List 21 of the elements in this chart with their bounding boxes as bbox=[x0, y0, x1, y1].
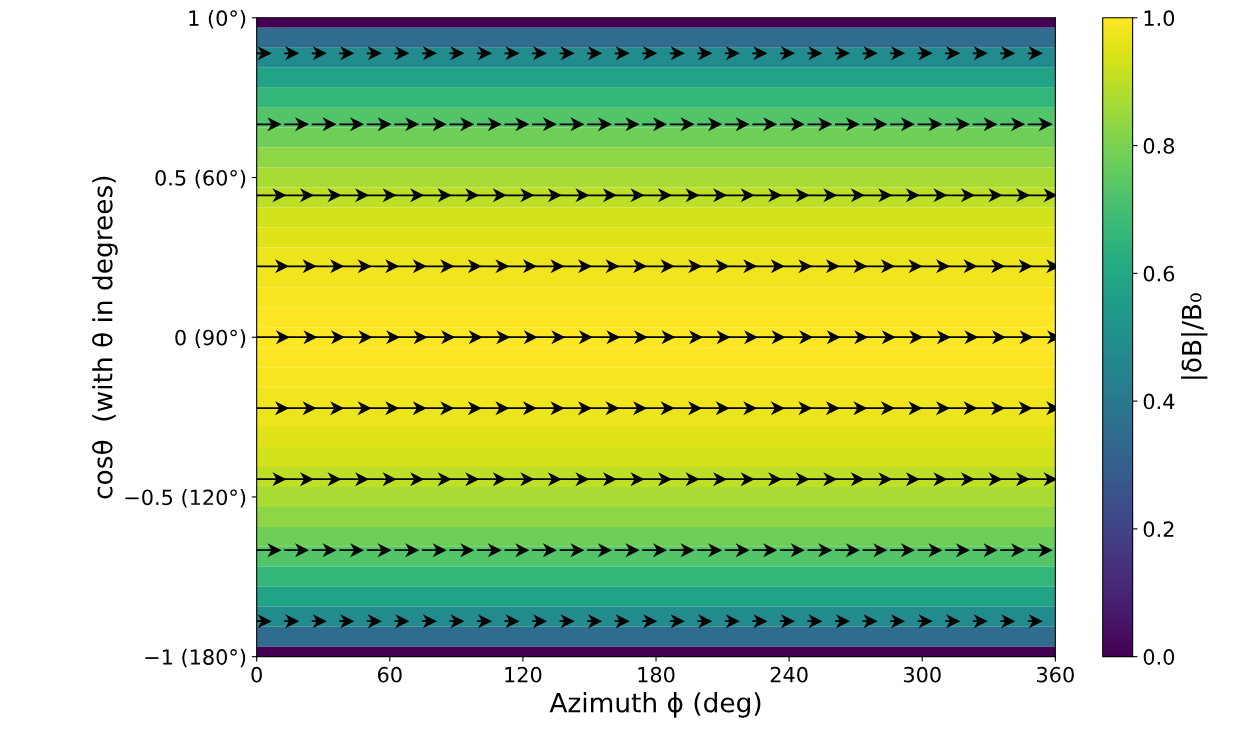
y-tick-label: −0.5 (120°) bbox=[125, 489, 246, 508]
x-tick-label: 60 bbox=[377, 666, 402, 683]
x-tick-label: 300 bbox=[903, 666, 941, 683]
x-tick-label: 0 bbox=[251, 666, 262, 683]
y-axis-title: cosθ (with θ in degrees) bbox=[92, 176, 118, 499]
x-tick-label: 360 bbox=[1037, 666, 1074, 683]
color-bar-label: 1.0 bbox=[1144, 10, 1175, 27]
color-bar-label: 0.8 bbox=[1143, 138, 1175, 154]
x-axis-title: Azimuth ϕ (deg) bbox=[549, 692, 761, 718]
x-tick-label: 240 bbox=[770, 666, 808, 683]
x-tick-label: 180 bbox=[638, 666, 675, 683]
color-bar-label: 0.4 bbox=[1143, 393, 1175, 410]
color-bar-label: 0.0 bbox=[1143, 649, 1175, 665]
y-tick-label: −1 (180°) bbox=[145, 648, 246, 668]
y-tick-label: 0 (90°) bbox=[175, 329, 246, 348]
color-bar-title: |δB|/B₀ bbox=[1181, 293, 1208, 379]
y-tick-label: 1 (0°) bbox=[189, 9, 246, 29]
y-tick-label: 0.5 (60°) bbox=[155, 169, 246, 189]
color-bar-label: 0.6 bbox=[1143, 265, 1175, 282]
color-bar-label: 0.2 bbox=[1143, 521, 1174, 538]
x-tick-label: 120 bbox=[505, 666, 542, 683]
